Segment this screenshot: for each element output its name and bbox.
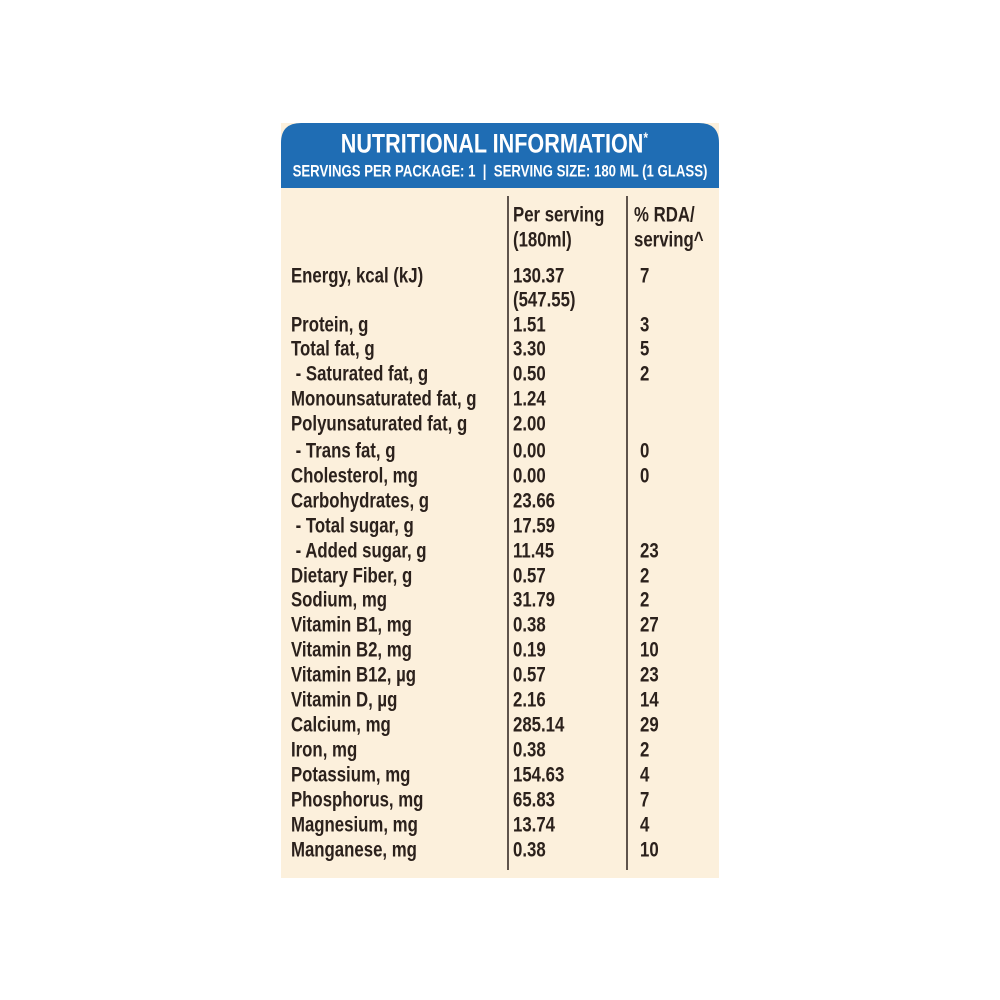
per-serving-value: 3.30 <box>513 338 546 361</box>
rda-value: 2 <box>640 739 649 762</box>
nutrient-label: Carbohydrates, g <box>291 490 429 513</box>
rda-value: 23 <box>640 540 659 563</box>
header: NUTRITIONAL INFORMATION* SERVINGS PER PA… <box>293 129 708 181</box>
nutrient-label: Protein, g <box>291 314 368 337</box>
per-serving-value: 23.66 <box>513 490 555 513</box>
panel-background <box>281 123 719 878</box>
subtitle: SERVINGS PER PACKAGE: 1 | SERVING SIZE: … <box>293 162 708 181</box>
nutrient-label: Energy, kcal (kJ) <box>291 265 423 288</box>
per-serving-value: 0.57 <box>513 565 546 588</box>
per-serving-value: 31.79 <box>513 589 555 612</box>
per-serving-value: 130.37 <box>513 265 564 288</box>
per-serving-value: 0.00 <box>513 465 546 488</box>
nutrient-label: Vitamin D, µg <box>291 689 397 712</box>
rda-value: 2 <box>640 363 649 386</box>
column-header: serving^ <box>634 229 704 252</box>
rda-value: 27 <box>640 614 659 637</box>
nutrient-label: Iron, mg <box>291 739 357 762</box>
nutrient-label: Dietary Fiber, g <box>291 565 412 588</box>
per-serving-value: 2.16 <box>513 689 546 712</box>
nutrient-label: Vitamin B2, mg <box>291 639 412 662</box>
header-band <box>281 123 719 188</box>
column-header: (180ml) <box>513 229 572 252</box>
nutrient-label: Manganese, mg <box>291 839 417 862</box>
column-header: Per serving <box>513 204 604 227</box>
per-serving-value: 0.19 <box>513 639 546 662</box>
nutrient-label: Cholesterol, mg <box>291 465 418 488</box>
per-serving-value: 0.50 <box>513 363 546 386</box>
per-serving-value: 1.24 <box>513 388 546 411</box>
nutrient-label: Vitamin B12, µg <box>291 664 416 687</box>
per-serving-value: 1.51 <box>513 314 546 337</box>
title-mark: * <box>643 129 648 146</box>
rda-value: 29 <box>640 714 659 737</box>
rda-value: 14 <box>640 689 659 712</box>
rda-value: 4 <box>640 764 650 787</box>
rda-value: 5 <box>640 338 650 361</box>
nutrient-label: Calcium, mg <box>291 714 391 737</box>
rda-value: 7 <box>640 265 649 288</box>
nutrient-label: Potassium, mg <box>291 764 410 787</box>
per-serving-value: 11.45 <box>513 540 554 563</box>
rda-value: 3 <box>640 314 649 337</box>
per-serving-value: 154.63 <box>513 764 564 787</box>
table: Per serving(180ml) % RDA/serving^ Energy, … <box>291 204 704 862</box>
nutrient-label: - Saturated fat, g <box>291 363 428 386</box>
per-serving-value: 0.00 <box>513 440 546 463</box>
rda-value: 23 <box>640 664 659 687</box>
rda-value: 4 <box>640 814 650 837</box>
rda-value: 0 <box>640 440 649 463</box>
rda-value: 10 <box>640 639 659 662</box>
per-serving-value: 0.57 <box>513 664 546 687</box>
title-text: NUTRITIONAL INFORMATION <box>341 130 644 160</box>
nutrient-label: Sodium, mg <box>291 589 387 612</box>
rda-value: 7 <box>640 789 649 812</box>
nutrient-label: Vitamin B1, mg <box>291 614 412 637</box>
rda-value: 10 <box>640 839 659 862</box>
nutrient-label: Phosphorus, mg <box>291 789 423 812</box>
nutrient-label: - Total sugar, g <box>291 515 414 538</box>
per-serving-kj: (547.55) <box>513 289 576 312</box>
per-serving-value: 13.74 <box>513 814 555 837</box>
rda-value: 2 <box>640 589 649 612</box>
per-serving-value: 65.83 <box>513 789 555 812</box>
nutrient-label: - Added sugar, g <box>291 540 427 563</box>
nutrient-label: Polyunsaturated fat, g <box>291 413 467 436</box>
nutrient-label: Monounsaturated fat, g <box>291 388 477 411</box>
nutrient-label: - Trans fat, g <box>291 440 395 463</box>
nutrient-label: Magnesium, mg <box>291 814 418 837</box>
per-serving-value: 2.00 <box>513 413 546 436</box>
column-header: % RDA/ <box>634 204 695 227</box>
per-serving-value: 0.38 <box>513 614 546 637</box>
title: NUTRITIONAL INFORMATION* <box>341 129 649 160</box>
per-serving-value: 0.38 <box>513 839 546 862</box>
rda-value: 2 <box>640 565 649 588</box>
rda-value: 0 <box>640 465 649 488</box>
per-serving-value: 17.59 <box>513 515 555 538</box>
per-serving-value: 0.38 <box>513 739 546 762</box>
per-serving-value: 285.14 <box>513 714 565 737</box>
nutrient-label: Total fat, g <box>291 338 375 361</box>
